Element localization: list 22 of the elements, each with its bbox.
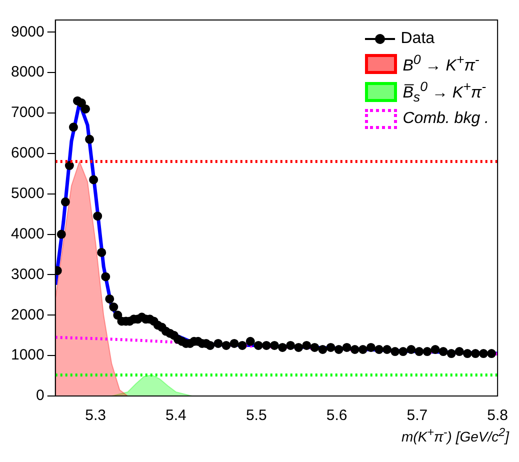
x-tick-label: 5.8 [487, 407, 508, 424]
legend-label: Data [400, 30, 435, 48]
y-tick-label: 2000 [10, 306, 44, 324]
y-tick-label: 7000 [10, 104, 44, 122]
y-tick-label: 6000 [10, 144, 44, 162]
x-tick-label: 5.7 [406, 407, 428, 424]
y-tick-label: 0 [36, 387, 44, 404]
x-tick-label: 5.4 [166, 407, 186, 424]
y-tick-label: 9000 [10, 23, 44, 40]
x-tick-label: 5.3 [85, 407, 106, 424]
x-axis-title: m(K$^{+}$π$^{-}$) [GeV/c$^{2}$] [402, 426, 509, 445]
x-tick-label: 5.5 [246, 407, 267, 424]
x-tick-label: 5.6 [326, 407, 348, 424]
legend-label: B$^{0}$ → K$^{+}$π$^{-}$ [402, 52, 480, 76]
y-tick-label: 3000 [10, 266, 44, 283]
y-tick-label: 1000 [10, 346, 44, 364]
y-tick-label: 8000 [10, 64, 44, 81]
legend-label: Comb. bkg . [402, 110, 489, 128]
legend-label: B̅$_{s}$$^{0}$ → K$^{+}$π$^{-}$ [402, 79, 486, 105]
line-series [55, 336, 498, 356]
y-tick-label: 5000 [10, 184, 44, 202]
y-tick-label: 4000 [10, 225, 44, 242]
